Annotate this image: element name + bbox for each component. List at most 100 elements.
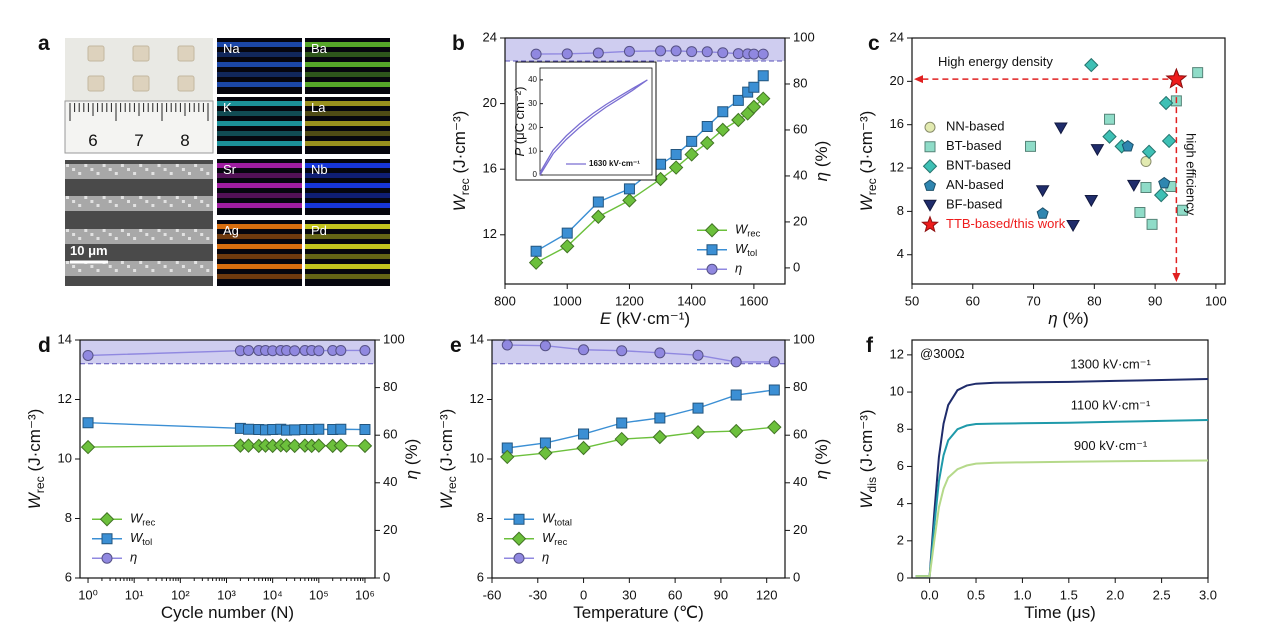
legend-marker — [923, 199, 937, 212]
sem-grain — [66, 229, 69, 232]
y2-tick-label: 40 — [793, 474, 807, 489]
y2-tick-label: 100 — [383, 331, 405, 346]
marker — [1084, 195, 1099, 208]
panel-letter: c — [868, 32, 880, 55]
marker — [748, 81, 760, 93]
x-tick-label: 120 — [756, 587, 778, 602]
axis-title: Wdis (J·cm⁻³) — [857, 409, 879, 508]
eds-stripe — [217, 254, 302, 259]
marker — [241, 438, 256, 453]
legend-marker — [924, 121, 936, 133]
legend-label: Wrec — [542, 530, 568, 547]
sem-grain — [206, 269, 210, 272]
marker — [1035, 185, 1050, 198]
y-tick-label: 12 — [890, 346, 904, 361]
sem-grain — [157, 261, 161, 264]
x-tick-label: 70 — [1026, 293, 1040, 308]
inset-frame — [515, 61, 657, 181]
axis-title-main: Time (μs) — [1024, 603, 1096, 622]
marker — [684, 147, 699, 162]
sem-grain — [175, 196, 179, 199]
eds-stripe — [305, 42, 390, 47]
marker — [313, 345, 325, 357]
x-tick-label: 90 — [1148, 293, 1162, 308]
sample-chip — [177, 75, 195, 92]
y-tick-label: 12 — [483, 226, 497, 241]
y2-tick-label: 0 — [793, 259, 800, 274]
eds-stripe — [305, 224, 390, 229]
sem-layer — [65, 164, 213, 179]
x-tick-label: -30 — [528, 587, 547, 602]
axis-title: Wrec (J·cm⁻³) — [857, 111, 879, 212]
y-tick-label: 8 — [897, 421, 904, 436]
axis-title-sub: rec — [865, 178, 879, 195]
sem-grain — [66, 164, 69, 167]
axis-title-unit: (J·cm⁻³) — [450, 111, 469, 179]
x-tick-label: 80 — [1087, 293, 1101, 308]
eds-stripe — [305, 82, 390, 87]
eds-stripe — [217, 72, 302, 77]
sem-grain — [181, 233, 185, 236]
axis-title-unit: (%) — [812, 439, 831, 470]
marker — [757, 48, 769, 60]
sem-grain — [72, 168, 76, 171]
marker — [1161, 133, 1177, 149]
plot-frame — [911, 339, 1209, 579]
arrow-head — [914, 75, 923, 84]
sem-grain — [108, 265, 112, 268]
sem-grain — [114, 269, 118, 272]
axis-title: Wrec (J·cm⁻³) — [450, 111, 472, 212]
legend-label: Wrec — [130, 511, 156, 528]
eds-stripe — [217, 101, 302, 106]
sem-grain — [206, 204, 210, 207]
marker — [592, 47, 604, 59]
sem-grain — [151, 204, 155, 207]
legend-name: W — [735, 222, 749, 237]
plot-frame — [504, 37, 786, 285]
marker — [1153, 187, 1169, 203]
eds-stripe — [217, 173, 302, 178]
marker — [335, 344, 347, 356]
eds-stripe — [305, 234, 390, 239]
marker — [748, 48, 760, 60]
sem-grain — [163, 168, 167, 171]
marker — [692, 349, 704, 361]
eds-stripe — [305, 52, 390, 57]
marker — [692, 402, 704, 414]
x-tick-label: 800 — [494, 293, 516, 308]
sem-grain — [96, 269, 100, 272]
eds-stripe — [217, 224, 302, 229]
axis-title-main: W — [857, 193, 876, 211]
legend-name-sub: tol — [142, 537, 152, 547]
marker — [357, 438, 373, 454]
y2-tick-label: 100 — [793, 29, 815, 44]
sem-grain — [151, 269, 155, 272]
sem-grain — [200, 200, 204, 203]
legend-name: W — [542, 511, 556, 526]
sem-grain — [194, 229, 198, 232]
x-tick-label: 10¹ — [125, 587, 144, 602]
marker — [1025, 140, 1037, 152]
eds-map — [217, 220, 302, 286]
y-tick-label: 16 — [483, 161, 497, 176]
axis-title-main: W — [25, 491, 44, 509]
panel-letter: a — [38, 32, 50, 55]
marker — [82, 349, 94, 361]
sem-grain — [157, 164, 161, 167]
x-tick-label: 0.5 — [967, 587, 985, 602]
sem-grain — [145, 233, 149, 236]
marker — [1165, 67, 1188, 89]
y-tick-label: 6 — [477, 569, 484, 584]
legend-name-sub: total — [554, 518, 572, 528]
y-tick-label: 14 — [58, 331, 72, 346]
legend-name: W — [542, 530, 556, 545]
sem-grain — [206, 237, 210, 240]
sem-grain — [151, 237, 155, 240]
marker — [756, 91, 771, 106]
marker — [732, 94, 744, 106]
eds-stripe — [305, 203, 390, 208]
sem-grain — [127, 265, 130, 268]
sem-grain — [127, 168, 130, 171]
legend-name: W — [735, 241, 749, 256]
eds-stripe — [217, 244, 302, 249]
